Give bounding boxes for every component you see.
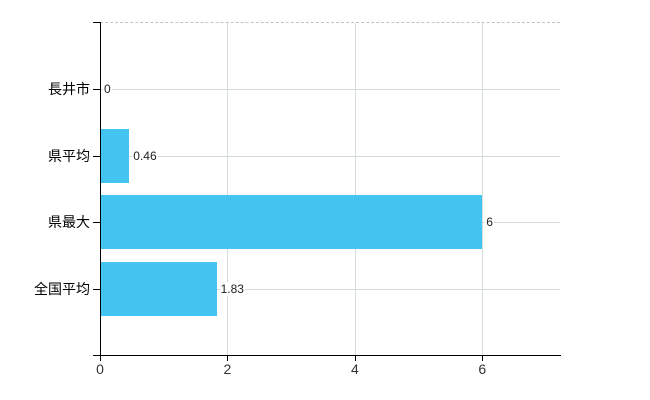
bar-value-label: 0.46 <box>132 148 158 163</box>
x-axis-labels: 0 2 4 6 <box>96 361 560 379</box>
y-axis-top-tick <box>93 22 100 23</box>
x-tick-label: 6 <box>478 361 487 377</box>
x-tick-label: 2 <box>223 361 232 377</box>
category-label: 全国平均 <box>34 280 90 297</box>
gridline-vertical <box>482 23 484 355</box>
x-axis-line <box>100 355 561 356</box>
chart-row: 県平均 0.46 <box>48 123 560 190</box>
y-axis-tick <box>93 288 100 290</box>
x-axis-tick <box>354 356 356 361</box>
gridline-vertical <box>227 23 229 355</box>
bar-value-label: 1.83 <box>219 281 245 296</box>
gridline-vertical <box>354 23 356 355</box>
x-axis-tick <box>227 356 229 361</box>
x-tick-label: 0 <box>96 361 104 377</box>
bar-container: 0.46 <box>100 123 560 190</box>
y-axis-tick <box>93 222 100 224</box>
x-axis-tick <box>482 356 484 361</box>
x-axis-ticks <box>100 356 560 361</box>
y-axis-line <box>100 22 101 355</box>
gridline-horizontal <box>100 155 560 157</box>
y-axis-bottom-tick <box>93 355 100 356</box>
chart-row: 全国平均 1.83 <box>34 256 560 323</box>
y-axis-tick <box>93 89 100 91</box>
gridline-horizontal <box>100 288 560 290</box>
category-label: 県最大 <box>48 214 90 231</box>
bar-value-label: 6 <box>485 215 494 230</box>
bar-container: 0 <box>100 56 560 123</box>
bar-container: 6 <box>100 189 560 256</box>
plot-area: 長井市 0 県平均 0.46 県最大 <box>34 22 560 355</box>
bar <box>100 195 483 250</box>
bar-rows: 長井市 0 県平均 0.46 県最大 <box>34 56 560 323</box>
bar-container: 1.83 <box>100 256 560 323</box>
chart-row: 県最大 6 <box>48 189 560 256</box>
category-label: 県平均 <box>48 147 90 164</box>
x-tick-label: 4 <box>350 361 359 377</box>
x-axis-tick <box>100 356 101 361</box>
y-axis-tick <box>93 155 100 157</box>
chart-row: 長井市 0 <box>48 56 560 123</box>
bar <box>100 128 130 183</box>
category-label: 長井市 <box>48 81 90 98</box>
bar <box>100 261 217 316</box>
bar-value-label: 0 <box>103 82 112 97</box>
gridline-horizontal <box>100 89 560 91</box>
